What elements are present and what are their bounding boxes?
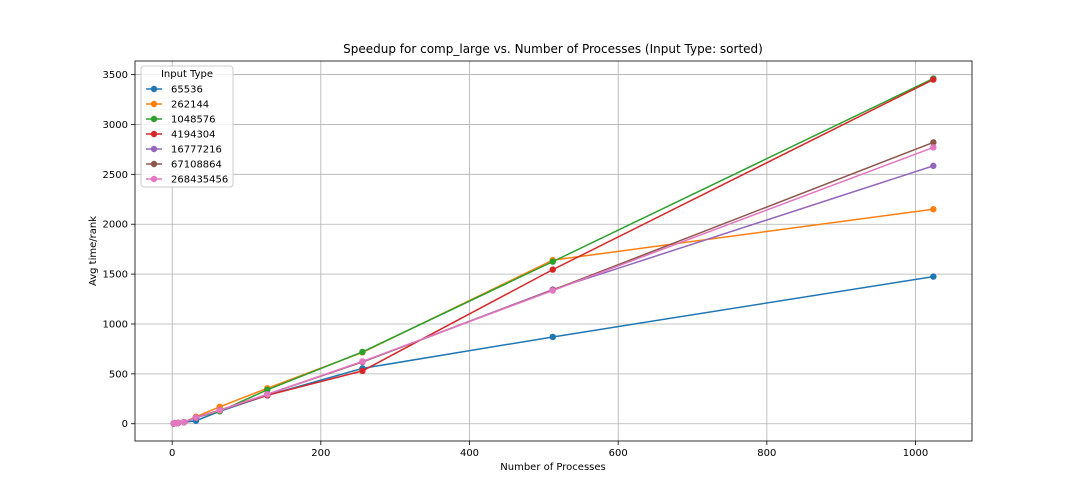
grid-lines [135, 61, 972, 441]
series-layer [170, 75, 937, 427]
y-tick-label: 1500 [103, 270, 128, 281]
data-point [192, 414, 200, 421]
legend: Input Type 65536 262144 1048576 4194304 1677… [140, 65, 234, 188]
y-tick-label: 500 [109, 369, 128, 380]
x-tick-label: 200 [311, 448, 330, 459]
data-point [264, 386, 271, 394]
chart-title: Speedup for comp_large vs. Number of Pro… [343, 42, 763, 56]
legend-label: 4194304 [171, 130, 216, 141]
legend-label: 16777216 [171, 145, 222, 156]
legend-marker [150, 130, 158, 138]
legend-marker [150, 175, 158, 183]
legend-label: 1048576 [171, 115, 216, 126]
y-tick-label: 2500 [103, 170, 128, 181]
legend-marker [150, 145, 158, 153]
y-tick-label: 0 [122, 419, 128, 430]
legend-label: 67108864 [171, 160, 222, 171]
y-tick-label: 2000 [103, 220, 128, 231]
data-point [930, 206, 937, 213]
series-268435456 [170, 144, 937, 427]
axis-ticks: 0 200 400 600 800 1000 0 500 1000 1500 2000 2500 300… [103, 70, 929, 459]
data-point [359, 348, 366, 356]
data-point [174, 419, 182, 427]
legend-label: 268435456 [171, 175, 228, 186]
legend-box [140, 65, 234, 188]
plot-frame [134, 60, 973, 442]
y-tick-label: 3500 [103, 70, 128, 81]
data-point [549, 333, 556, 341]
data-point [930, 76, 937, 83]
legend-title: Input Type [161, 69, 213, 80]
legend-label: 262144 [171, 100, 209, 111]
x-tick-label: 800 [757, 448, 776, 459]
legend-entry: 1048576 [146, 115, 216, 126]
y-tick-label: 1000 [103, 319, 128, 330]
y-axis-label: Avg time/rank [88, 216, 99, 286]
x-tick-label: 1000 [903, 448, 928, 459]
y-tick-label: 3000 [103, 120, 128, 131]
data-point [930, 144, 937, 151]
legend-label: 65536 [171, 85, 203, 96]
data-point [549, 258, 556, 265]
data-point [359, 358, 366, 365]
x-tick-label: 600 [609, 448, 628, 459]
x-tick-label: 400 [460, 448, 479, 459]
data-point [930, 139, 937, 146]
legend-entry: 262144 [146, 100, 209, 111]
data-point [549, 266, 556, 273]
legend-marker [150, 160, 158, 168]
legend-marker [150, 85, 158, 93]
legend-entry: 16777216 [146, 145, 222, 156]
legend-entry: 67108864 [146, 160, 222, 171]
data-point [216, 407, 223, 414]
legend-marker [150, 115, 158, 123]
x-tick-label: 0 [169, 448, 175, 459]
plot-area [135, 61, 972, 441]
legend-entry: 4194304 [146, 130, 216, 141]
data-point [180, 418, 188, 426]
x-axis-label: Number of Processes [500, 462, 605, 473]
data-point [264, 391, 271, 398]
legend-entry: 268435456 [146, 175, 228, 186]
legend-marker [150, 100, 158, 108]
legend-entry: 65536 [146, 85, 203, 96]
data-point [930, 162, 937, 170]
data-point [549, 287, 556, 294]
data-point [359, 367, 366, 375]
data-point [930, 273, 937, 280]
